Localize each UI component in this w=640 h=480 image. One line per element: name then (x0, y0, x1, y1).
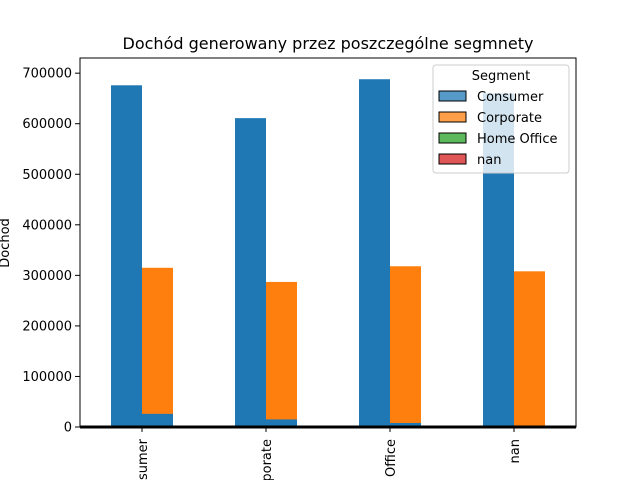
legend: Segment Consumer Corporate Home Office nan (432, 64, 570, 174)
y-tick-label: 600000 (22, 117, 72, 132)
bar-corporate-1 (266, 281, 297, 427)
legend-swatch (438, 132, 467, 144)
y-tick-label: 500000 (22, 168, 72, 183)
legend-label: Home Office (477, 132, 557, 147)
y-axis-label: Dochod (0, 218, 13, 268)
y-tick-label: 100000 (22, 370, 72, 385)
overlay-bar-1 (266, 419, 297, 427)
bar-consumer-0 (111, 85, 142, 427)
bar-corporate-2 (390, 266, 421, 427)
legend-swatch (438, 90, 467, 102)
y-tick-label: 400000 (22, 218, 72, 233)
x-tick-label: porate (260, 439, 275, 480)
bar-consumer-2 (359, 79, 390, 428)
chart-title: Dochód generowany przez poszczególne seg… (123, 34, 534, 53)
legend-label: nan (477, 153, 501, 168)
legend-label: Corporate (477, 111, 542, 126)
x-tick-label: Office (384, 439, 399, 477)
y-tick-label: 0 (64, 421, 72, 436)
bar-consumer-1 (235, 118, 266, 428)
x-tick-label: nan (508, 439, 523, 463)
y-tick-label: 200000 (22, 319, 72, 334)
axes-layer: sumer porate Office nan 0 100000 200000 300000 4… (22, 57, 577, 480)
legend-title: Segment (472, 69, 531, 84)
overlay-bar-0 (142, 413, 173, 427)
bar-corporate-0 (142, 267, 173, 427)
bar-corporate-3 (514, 271, 545, 427)
legend-frame (432, 64, 570, 174)
y-tick-label: 300000 (22, 269, 72, 284)
legend-swatch (438, 111, 467, 123)
x-tick-label: sumer (136, 438, 151, 480)
y-tick-label: 700000 (22, 67, 72, 82)
legend-swatch (438, 153, 467, 165)
bars-layer (111, 79, 545, 428)
overlay-bar-2 (390, 422, 421, 427)
legend-label: Consumer (477, 90, 544, 105)
